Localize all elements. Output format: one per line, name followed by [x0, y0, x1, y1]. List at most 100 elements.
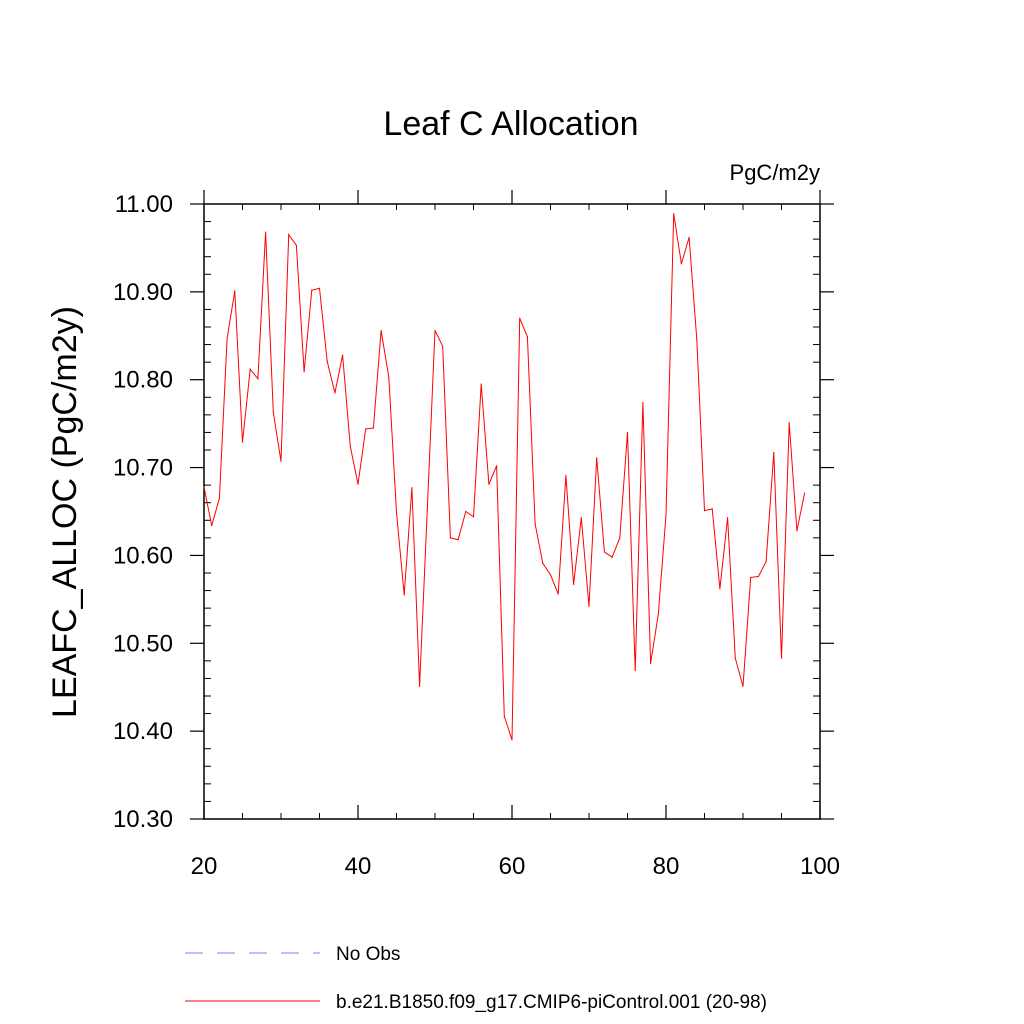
data-point [657, 613, 659, 615]
data-point [288, 234, 290, 236]
data-point [419, 685, 421, 687]
data-point [426, 508, 428, 510]
data-point [211, 524, 213, 527]
data-point [480, 383, 482, 385]
x-tick-label: 20 [191, 853, 218, 880]
data-point [780, 657, 783, 659]
data-point [311, 289, 313, 291]
data-point [334, 392, 336, 394]
data-point [673, 213, 675, 215]
data-point [226, 337, 228, 340]
data-point [688, 236, 690, 238]
data-point [403, 594, 405, 596]
data-point [665, 514, 667, 516]
data-point [249, 368, 251, 370]
data-point [388, 376, 390, 378]
data-point [395, 511, 398, 513]
data-point [449, 537, 451, 539]
minor-ticks [204, 204, 820, 819]
units-label: PgC/m2y [730, 160, 820, 185]
data-point [588, 605, 590, 607]
data-point [526, 336, 529, 338]
data-point [711, 508, 713, 510]
data-point [465, 510, 467, 513]
chart-title: Leaf C Allocation [383, 105, 638, 143]
data-point [580, 517, 582, 519]
series-line [203, 213, 806, 741]
y-tick-label: 11.00 [115, 191, 173, 218]
data-point [257, 378, 259, 380]
data-point [457, 539, 459, 541]
data-point [734, 657, 736, 659]
data-point [642, 401, 644, 404]
data-point [611, 556, 613, 558]
data-point [411, 487, 413, 489]
data-point [365, 428, 367, 430]
data-point [549, 574, 552, 576]
data-point [573, 583, 575, 586]
data-point [349, 445, 351, 448]
data-point [680, 263, 683, 265]
data-point [295, 244, 297, 246]
legend: No Obs b.e21.B1850.f09_g17.CMIP6-piContr… [185, 944, 767, 1013]
data-point [742, 685, 744, 687]
data-point [773, 452, 775, 454]
y-tick-label: 10.70 [113, 455, 173, 482]
data-point [318, 287, 321, 289]
data-point [203, 486, 205, 488]
series-layer [203, 213, 806, 741]
data-point [511, 739, 513, 741]
data-point [272, 411, 274, 413]
data-point [303, 371, 305, 373]
data-point [280, 460, 282, 463]
data-point [719, 588, 721, 590]
data-point [788, 422, 790, 424]
data-point [696, 338, 698, 340]
data-point [565, 474, 567, 477]
data-point [326, 360, 328, 362]
data-point [380, 329, 382, 332]
y-tick-label: 10.60 [113, 542, 173, 569]
data-point [596, 457, 598, 459]
data-point [626, 431, 629, 434]
data-point [603, 551, 606, 553]
data-point [218, 497, 220, 499]
legend-label-no-obs: No Obs [336, 944, 400, 965]
data-point [619, 537, 621, 539]
data-point [372, 427, 374, 429]
x-tick-label: 40 [345, 853, 372, 880]
data-point [342, 354, 344, 356]
data-point [519, 317, 521, 319]
data-point [765, 560, 767, 563]
data-point [796, 530, 798, 532]
y-tick-label: 10.80 [113, 367, 173, 394]
data-point [542, 562, 544, 564]
data-point [757, 575, 760, 578]
y-tick-label: 10.50 [113, 630, 173, 657]
major-ticks [190, 190, 834, 820]
y-tick-label: 10.30 [113, 806, 173, 833]
data-point [727, 517, 729, 519]
data-point [234, 290, 236, 292]
data-point [804, 492, 806, 494]
data-point [557, 593, 559, 595]
data-point [241, 441, 244, 443]
x-tick-label: 80 [653, 853, 680, 880]
data-point [496, 465, 498, 467]
x-tick-label: 100 [800, 853, 840, 880]
data-point [750, 576, 752, 578]
data-point [472, 516, 475, 518]
y-tick-label: 10.40 [113, 718, 173, 745]
data-point [357, 483, 359, 485]
y-tick-label: 10.90 [113, 279, 173, 306]
data-point [534, 523, 536, 525]
data-point [634, 669, 636, 672]
legend-label-series: b.e21.B1850.f09_g17.CMIP6-piControl.001 … [336, 992, 767, 1013]
data-point [703, 510, 706, 512]
tick-labels: 20 40 60 80 100 10.30 10.40 10.50 10.60 10.70 10.8… [113, 191, 840, 880]
data-point [265, 231, 267, 233]
data-point [488, 483, 490, 485]
x-tick-label: 60 [499, 853, 526, 880]
y-axis-label: LEAFC_ALLOC (PgC/m2y) [46, 306, 84, 718]
